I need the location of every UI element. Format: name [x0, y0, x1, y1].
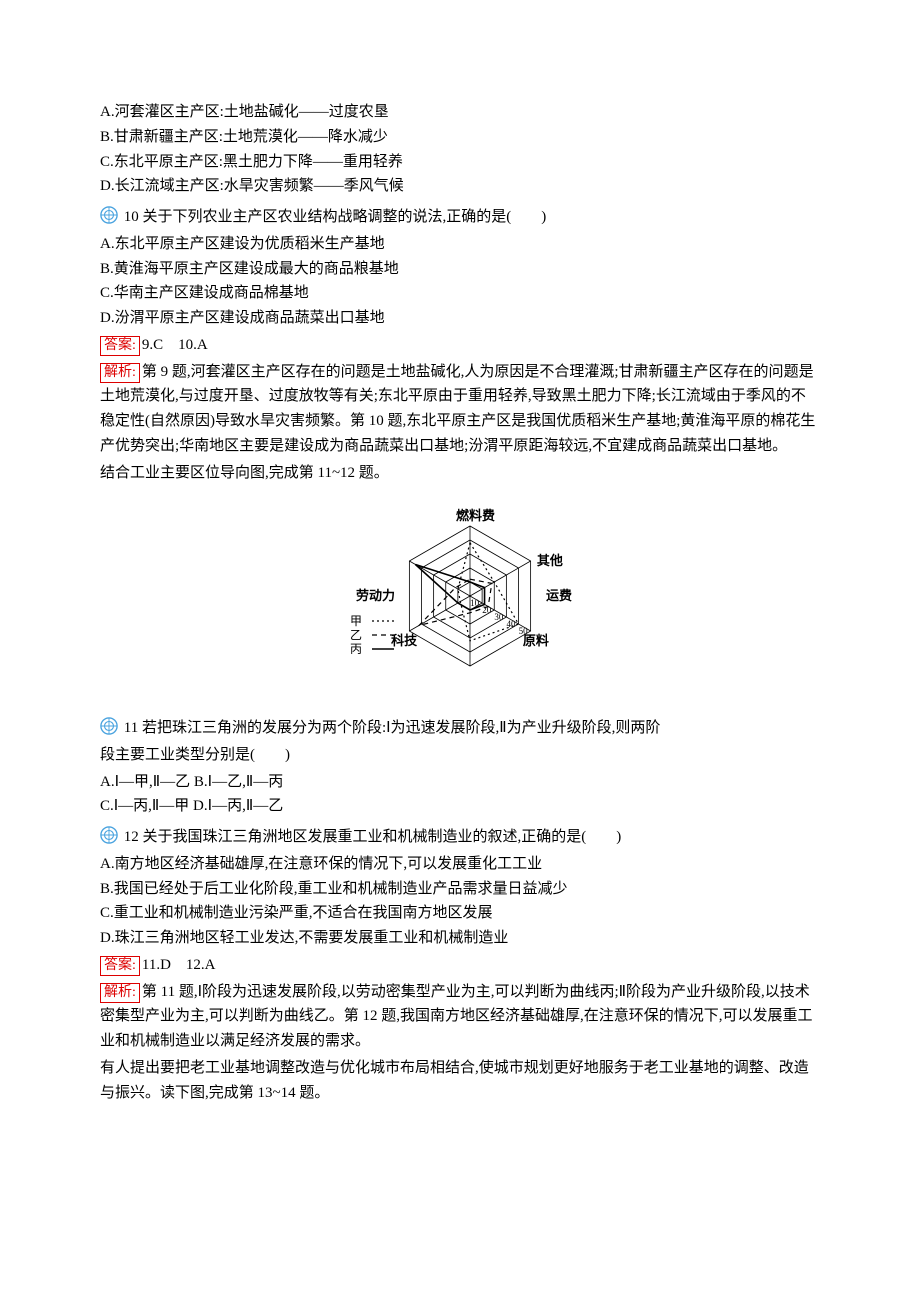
explain-label: 解析: — [100, 983, 140, 1003]
answer-9-10: 答案:9.C 10.A — [100, 333, 820, 358]
q9-option-a: A.河套灌区主产区:土地盐碱化——过度农垦 — [100, 100, 820, 125]
svg-text:运费: 运费 — [546, 588, 572, 603]
answer-11-12: 答案:11.D 12.A — [100, 953, 820, 978]
bullet-icon — [100, 826, 118, 844]
q11-stem-text: 11 若把珠江三角洲的发展分为两个阶段:Ⅰ为迅速发展阶段,Ⅱ为产业升级阶段,则两… — [124, 720, 661, 736]
svg-text:科技: 科技 — [391, 633, 418, 648]
q10-option-c: C.华南主产区建设成商品棉基地 — [100, 281, 820, 306]
svg-text:燃料费: 燃料费 — [456, 508, 495, 523]
lead-13-14: 有人提出要把老工业基地调整改造与优化城市布局相结合,使城市规划更好地服务于老工业… — [100, 1056, 820, 1106]
answer-9-10-text: 9.C 10.A — [142, 337, 208, 353]
answer-label: 答案: — [100, 336, 140, 356]
q10-stem: 10 关于下列农业主产区农业结构战略调整的说法,正确的是( ) — [100, 205, 820, 230]
q11-stem2: 段主要工业类型分别是( ) — [100, 743, 820, 768]
q12-stem-text: 12 关于我国珠江三角洲地区发展重工业和机械制造业的叙述,正确的是( ) — [124, 829, 622, 845]
q12-option-c: C.重工业和机械制造业污染严重,不适合在我国南方地区发展 — [100, 901, 820, 926]
q9-option-c: C.东北平原主产区:黑土肥力下降——重用轻养 — [100, 150, 820, 175]
q10-option-b: B.黄淮海平原主产区建设成最大的商品粮基地 — [100, 257, 820, 282]
explain-label: 解析: — [100, 363, 140, 383]
svg-text:丙: 丙 — [350, 642, 362, 656]
lead-11-12: 结合工业主要区位导向图,完成第 11~12 题。 — [100, 461, 820, 486]
explain-9-10-text: 第 9 题,河套灌区主产区存在的问题是土地盐碱化,人为原因是不合理灌溉;甘肃新疆… — [100, 364, 815, 454]
q12-stem: 12 关于我国珠江三角洲地区发展重工业和机械制造业的叙述,正确的是( ) — [100, 825, 820, 850]
q10-stem-text: 10 关于下列农业主产区农业结构战略调整的说法,正确的是( ) — [124, 209, 547, 225]
explain-11-12: 解析:第 11 题,Ⅰ阶段为迅速发展阶段,以劳动密集型产业为主,可以判断为曲线丙… — [100, 980, 820, 1054]
q12-option-b: B.我国已经处于后工业化阶段,重工业和机械制造业产品需求量日益减少 — [100, 877, 820, 902]
answer-label: 答案: — [100, 956, 140, 976]
svg-text:其他: 其他 — [537, 553, 563, 568]
q12-option-a: A.南方地区经济基础雄厚,在注意环保的情况下,可以发展重化工工业 — [100, 852, 820, 877]
q11-option-ab: A.Ⅰ—甲,Ⅱ—乙 B.Ⅰ—乙,Ⅱ—丙 — [100, 770, 820, 795]
q10-option-d: D.汾渭平原主产区建设成商品蔬菜出口基地 — [100, 306, 820, 331]
explain-9-10: 解析:第 9 题,河套灌区主产区存在的问题是土地盐碱化,人为原因是不合理灌溉;甘… — [100, 360, 820, 459]
bullet-icon — [100, 717, 118, 735]
svg-text:乙: 乙 — [350, 628, 362, 642]
explain-11-12-text: 第 11 题,Ⅰ阶段为迅速发展阶段,以劳动密集型产业为主,可以判断为曲线丙;Ⅱ阶… — [100, 984, 813, 1050]
svg-text:30: 30 — [494, 612, 504, 622]
svg-text:劳动力: 劳动力 — [356, 588, 395, 603]
svg-text:原料: 原料 — [523, 633, 549, 648]
bullet-icon — [100, 206, 118, 224]
q10-option-a: A.东北平原主产区建设为优质稻米生产基地 — [100, 232, 820, 257]
q11-stem: 11 若把珠江三角洲的发展分为两个阶段:Ⅰ为迅速发展阶段,Ⅱ为产业升级阶段,则两… — [100, 716, 820, 741]
q12-option-d: D.珠江三角洲地区轻工业发达,不需要发展重工业和机械制造业 — [100, 926, 820, 951]
q11-option-cd: C.Ⅰ—丙,Ⅱ—甲 D.Ⅰ—丙,Ⅱ—乙 — [100, 794, 820, 819]
q9-option-d: D.长江流域主产区:水旱灾害频繁——季风气候 — [100, 174, 820, 199]
svg-text:甲: 甲 — [350, 614, 362, 628]
radar-chart: 1020304050燃料费其他运费原料科技劳动力甲乙丙 — [100, 491, 820, 710]
q9-option-b: B.甘肃新疆主产区:土地荒漠化——降水减少 — [100, 125, 820, 150]
answer-11-12-text: 11.D 12.A — [142, 957, 216, 973]
